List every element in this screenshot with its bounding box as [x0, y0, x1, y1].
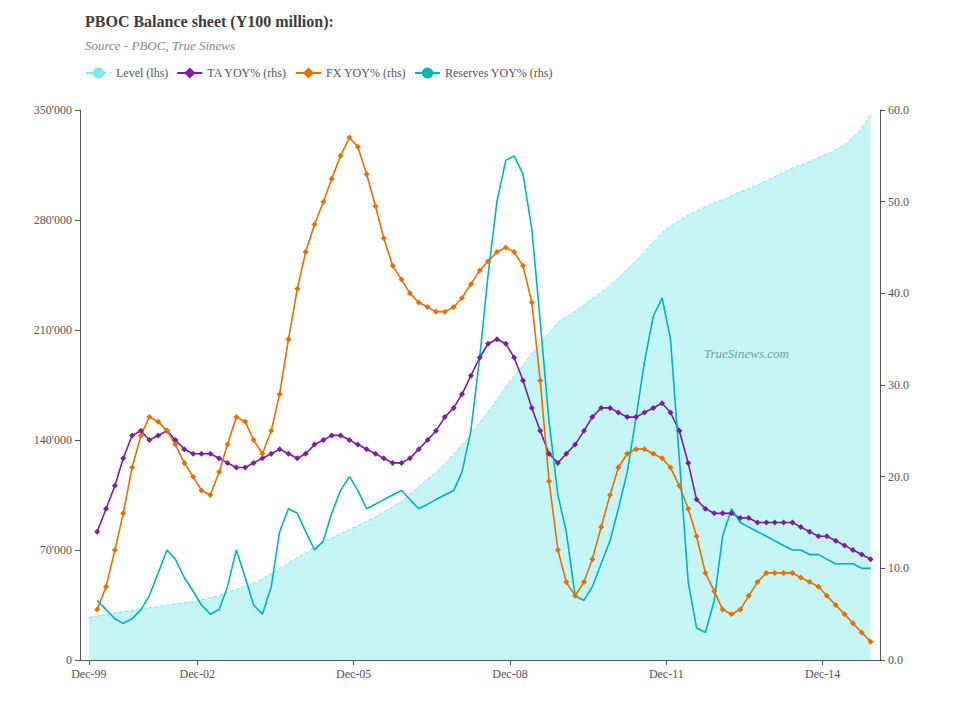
svg-text:Dec-11: Dec-11: [649, 667, 684, 681]
svg-text:Dec-08: Dec-08: [492, 667, 527, 681]
svg-text:Reserves YOY% (rhs): Reserves YOY% (rhs): [445, 66, 553, 80]
svg-text:Dec-99: Dec-99: [71, 667, 106, 681]
svg-text:140'000: 140'000: [34, 433, 72, 447]
svg-text:280'000: 280'000: [34, 213, 72, 227]
svg-text:Source - PBOC, True Sinews: Source - PBOC, True Sinews: [85, 38, 235, 53]
svg-text:40.0: 40.0: [888, 286, 909, 300]
svg-text:Dec-02: Dec-02: [180, 667, 215, 681]
svg-text:30.0: 30.0: [888, 378, 909, 392]
svg-text:TA YOY% (rhs): TA YOY% (rhs): [207, 66, 286, 80]
svg-text:50.0: 50.0: [888, 195, 909, 209]
svg-text:Dec-14: Dec-14: [805, 667, 840, 681]
svg-text:0: 0: [66, 653, 72, 667]
svg-text:Dec-05: Dec-05: [336, 667, 371, 681]
svg-text:60.0: 60.0: [888, 103, 909, 117]
svg-text:10.0: 10.0: [888, 561, 909, 575]
svg-text:Level (lhs): Level (lhs): [116, 66, 168, 80]
svg-text:PBOC Balance sheet (Y100 milli: PBOC Balance sheet (Y100 million):: [85, 13, 334, 31]
svg-text:20.0: 20.0: [888, 470, 909, 484]
svg-text:210'000: 210'000: [34, 323, 72, 337]
svg-text:350'000: 350'000: [34, 103, 72, 117]
svg-text:70'000: 70'000: [40, 543, 72, 557]
svg-text:0.0: 0.0: [888, 653, 903, 667]
svg-text:FX YOY% (rhs): FX YOY% (rhs): [326, 66, 406, 80]
